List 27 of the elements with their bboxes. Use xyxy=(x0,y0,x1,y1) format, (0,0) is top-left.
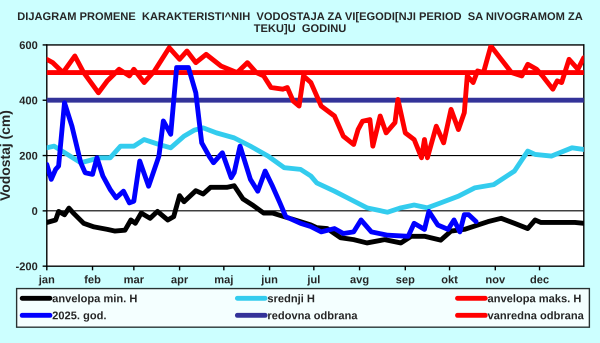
y-tick-label: 200 xyxy=(20,152,38,160)
legend-label: vanredna odbrana xyxy=(488,311,584,320)
legend-label: anvelopa maks. H xyxy=(488,294,581,305)
chart-title: DIJAGRAM PROMENE KARAKTERISTI^NIH VODOSTAJA ZA VI[EGODI[NJI PERIOD SA NIVOGRAMOM ZA TEKU]U GODINU xyxy=(18,12,582,34)
legend-label: redovna odbrana xyxy=(268,311,358,320)
legend-label: anvelopa min. H xyxy=(52,294,137,305)
x-tick-label: okt xyxy=(442,275,458,284)
y-tick-label: 400 xyxy=(19,96,38,104)
legend-label: srednji H xyxy=(268,294,314,305)
y-tick-label: -200 xyxy=(16,262,38,270)
x-tick-label: jun xyxy=(261,275,278,286)
x-tick-label: apr xyxy=(171,277,188,286)
line-series xyxy=(46,125,584,215)
x-tick-label: jul xyxy=(307,275,320,286)
legend-label: 2025. god. xyxy=(52,311,106,322)
x-tick-label: mar xyxy=(124,277,144,284)
x-tick-label: avg xyxy=(350,277,368,286)
x-tick-label: maj xyxy=(214,275,233,286)
x-tick-label: feb xyxy=(84,275,100,284)
y-tick-label: 0 xyxy=(32,207,38,215)
x-tick-label: jan xyxy=(38,275,54,286)
x-tick-label: sep xyxy=(396,277,414,286)
y-axis-title: Vodostaj (cm) xyxy=(0,110,13,201)
line-series xyxy=(46,65,479,239)
y-tick-label: 600 xyxy=(20,41,38,50)
x-tick-label: nov xyxy=(486,277,506,284)
x-tick-label: dec xyxy=(530,275,549,284)
